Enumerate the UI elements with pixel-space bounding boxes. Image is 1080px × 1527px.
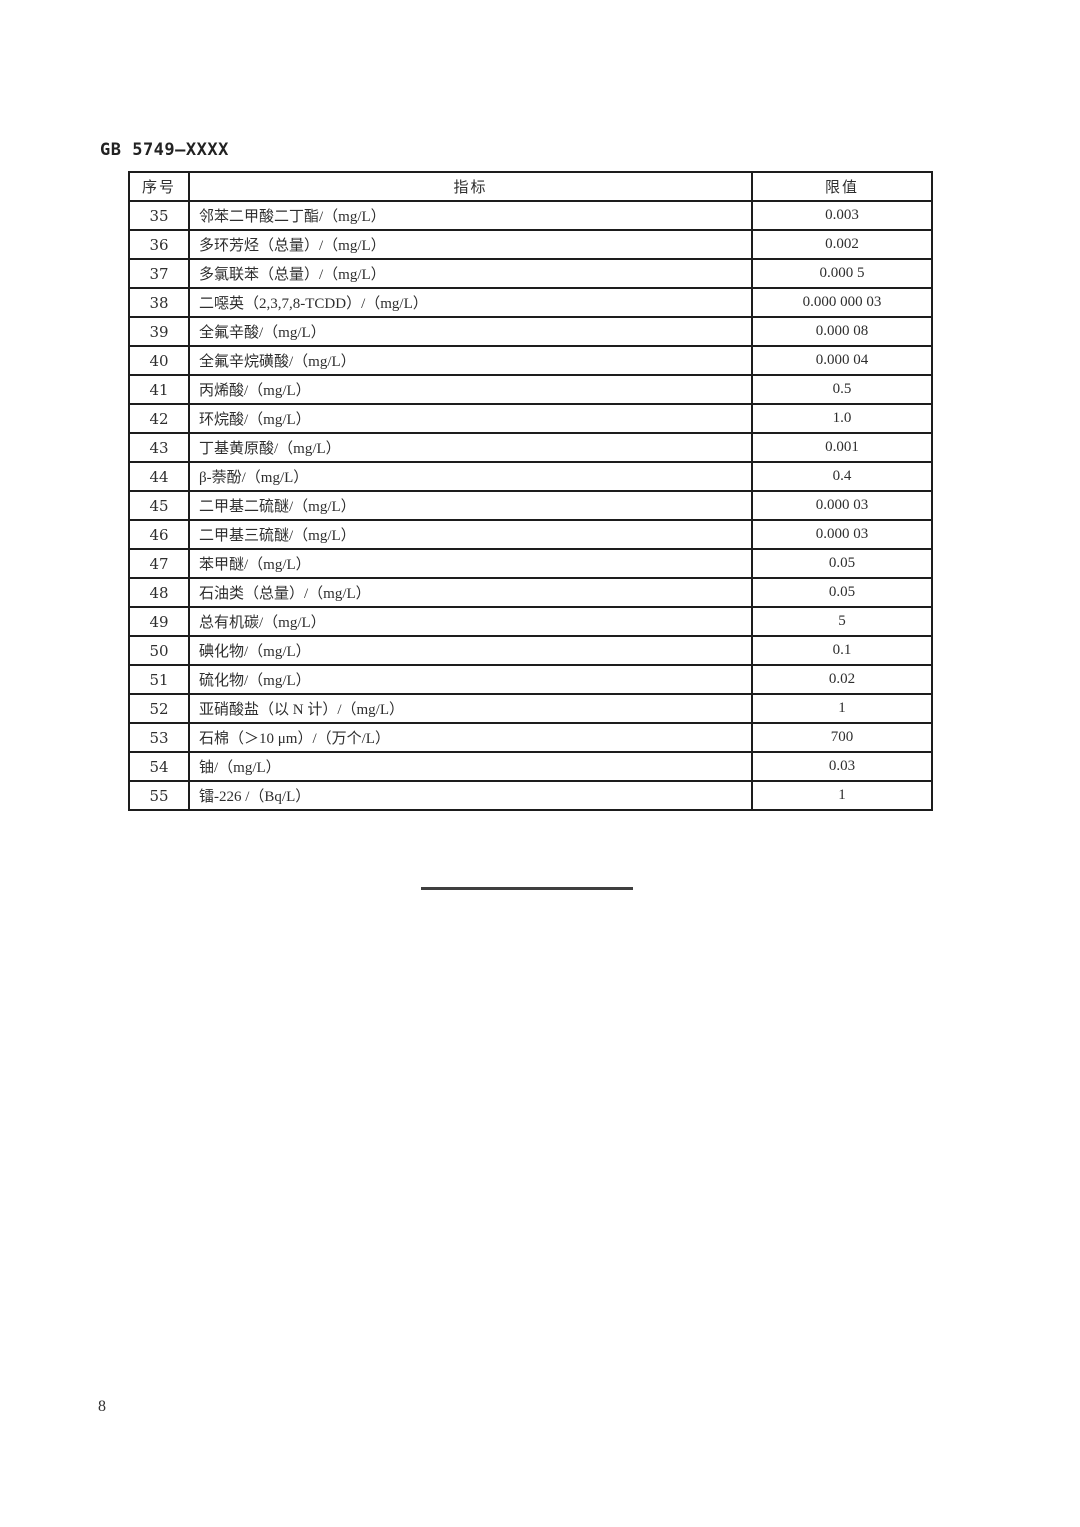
indicator-cell: 全氟辛酸/（mg/L）	[188, 316, 753, 347]
serial-number-cell: 43	[128, 432, 190, 463]
indicator-cell: 二噁英（2,3,7,8-TCDD）/（mg/L）	[188, 287, 753, 318]
limit-value-cell: 1.0	[751, 403, 933, 434]
table-row: 55 镭-226 /（Bq/L） 1	[128, 780, 933, 811]
indicator-cell: 亚硝酸盐（以 N 计）/（mg/L）	[188, 693, 753, 724]
indicator-cell: 碘化物/（mg/L）	[188, 635, 753, 666]
limit-value-cell: 0.000 5	[751, 258, 933, 289]
limit-value-cell: 0.000 04	[751, 345, 933, 376]
serial-number-cell: 49	[128, 606, 190, 637]
document-end-rule	[421, 887, 633, 890]
table-row: 48 石油类（总量）/（mg/L） 0.05	[128, 577, 933, 608]
column-header-serial-number: 序号	[128, 171, 190, 202]
limit-value-cell: 0.000 03	[751, 519, 933, 550]
table-row: 51 硫化物/（mg/L） 0.02	[128, 664, 933, 695]
column-header-indicator: 指标	[188, 171, 753, 202]
serial-number-cell: 54	[128, 751, 190, 782]
indicator-cell: 石棉（＞10 μm）/（万个/L）	[188, 722, 753, 753]
serial-number-cell: 50	[128, 635, 190, 666]
limit-value-cell: 0.5	[751, 374, 933, 405]
serial-number-cell: 47	[128, 548, 190, 579]
table-row: 42 环烷酸/（mg/L） 1.0	[128, 403, 933, 434]
limit-value-cell: 0.002	[751, 229, 933, 260]
indicator-cell: 全氟辛烷磺酸/（mg/L）	[188, 345, 753, 376]
serial-number-cell: 55	[128, 780, 190, 811]
table-row: 49 总有机碳/（mg/L） 5	[128, 606, 933, 637]
serial-number-cell: 38	[128, 287, 190, 318]
page-number: 8	[98, 1398, 106, 1415]
serial-number-cell: 51	[128, 664, 190, 695]
serial-number-cell: 46	[128, 519, 190, 550]
indicator-cell: 丙烯酸/（mg/L）	[188, 374, 753, 405]
limit-value-cell: 0.02	[751, 664, 933, 695]
limit-value-cell: 0.000 03	[751, 490, 933, 521]
indicator-cell: 二甲基二硫醚/（mg/L）	[188, 490, 753, 521]
serial-number-cell: 52	[128, 693, 190, 724]
table-header-row: 序号 指标 限值	[128, 171, 933, 202]
limit-value-cell: 0.1	[751, 635, 933, 666]
indicator-cell: 硫化物/（mg/L）	[188, 664, 753, 695]
standard-code: GB 5749—XXXX	[100, 140, 229, 160]
indicator-cell: 环烷酸/（mg/L）	[188, 403, 753, 434]
indicator-cell: β-萘酚/（mg/L）	[188, 461, 753, 492]
limit-value-cell: 0.05	[751, 577, 933, 608]
table-row: 53 石棉（＞10 μm）/（万个/L） 700	[128, 722, 933, 753]
limit-value-cell: 0.4	[751, 461, 933, 492]
serial-number-cell: 42	[128, 403, 190, 434]
table-row: 40 全氟辛烷磺酸/（mg/L） 0.000 04	[128, 345, 933, 376]
indicator-cell: 多环芳烃（总量）/（mg/L）	[188, 229, 753, 260]
indicator-cell: 镭-226 /（Bq/L）	[188, 780, 753, 811]
table-row: 54 铀/（mg/L） 0.03	[128, 751, 933, 782]
serial-number-cell: 36	[128, 229, 190, 260]
indicator-cell: 丁基黄原酸/（mg/L）	[188, 432, 753, 463]
serial-number-cell: 53	[128, 722, 190, 753]
indicator-cell: 二甲基三硫醚/（mg/L）	[188, 519, 753, 550]
serial-number-cell: 39	[128, 316, 190, 347]
limit-value-cell: 1	[751, 693, 933, 724]
limit-value-cell: 0.003	[751, 200, 933, 231]
table-row: 39 全氟辛酸/（mg/L） 0.000 08	[128, 316, 933, 347]
table-row: 46 二甲基三硫醚/（mg/L） 0.000 03	[128, 519, 933, 550]
indicator-cell: 苯甲醚/（mg/L）	[188, 548, 753, 579]
limit-value-cell: 1	[751, 780, 933, 811]
table-row: 38 二噁英（2,3,7,8-TCDD）/（mg/L） 0.000 000 03	[128, 287, 933, 318]
table-row: 36 多环芳烃（总量）/（mg/L） 0.002	[128, 229, 933, 260]
limit-value-cell: 0.001	[751, 432, 933, 463]
indicator-cell: 邻苯二甲酸二丁酯/（mg/L）	[188, 200, 753, 231]
table-row: 41 丙烯酸/（mg/L） 0.5	[128, 374, 933, 405]
serial-number-cell: 45	[128, 490, 190, 521]
table-row: 44 β-萘酚/（mg/L） 0.4	[128, 461, 933, 492]
table-row: 35 邻苯二甲酸二丁酯/（mg/L） 0.003	[128, 200, 933, 231]
column-header-limit-value: 限值	[751, 171, 933, 202]
limit-value-cell: 0.03	[751, 751, 933, 782]
table-row: 37 多氯联苯（总量）/（mg/L） 0.000 5	[128, 258, 933, 289]
indicator-cell: 铀/（mg/L）	[188, 751, 753, 782]
limit-value-cell: 0.000 08	[751, 316, 933, 347]
table-row: 52 亚硝酸盐（以 N 计）/（mg/L） 1	[128, 693, 933, 724]
indicator-cell: 石油类（总量）/（mg/L）	[188, 577, 753, 608]
water-quality-limits-table: 序号 指标 限值 35 邻苯二甲酸二丁酯/（mg/L） 0.003 36 多环芳…	[128, 171, 933, 811]
table-row: 43 丁基黄原酸/（mg/L） 0.001	[128, 432, 933, 463]
limit-value-cell: 5	[751, 606, 933, 637]
serial-number-cell: 44	[128, 461, 190, 492]
limit-value-cell: 700	[751, 722, 933, 753]
table-row: 47 苯甲醚/（mg/L） 0.05	[128, 548, 933, 579]
indicator-cell: 多氯联苯（总量）/（mg/L）	[188, 258, 753, 289]
table-row: 50 碘化物/（mg/L） 0.1	[128, 635, 933, 666]
limit-value-cell: 0.05	[751, 548, 933, 579]
serial-number-cell: 37	[128, 258, 190, 289]
table-row: 45 二甲基二硫醚/（mg/L） 0.000 03	[128, 490, 933, 521]
indicator-cell: 总有机碳/（mg/L）	[188, 606, 753, 637]
serial-number-cell: 41	[128, 374, 190, 405]
limit-value-cell: 0.000 000 03	[751, 287, 933, 318]
serial-number-cell: 48	[128, 577, 190, 608]
serial-number-cell: 35	[128, 200, 190, 231]
serial-number-cell: 40	[128, 345, 190, 376]
